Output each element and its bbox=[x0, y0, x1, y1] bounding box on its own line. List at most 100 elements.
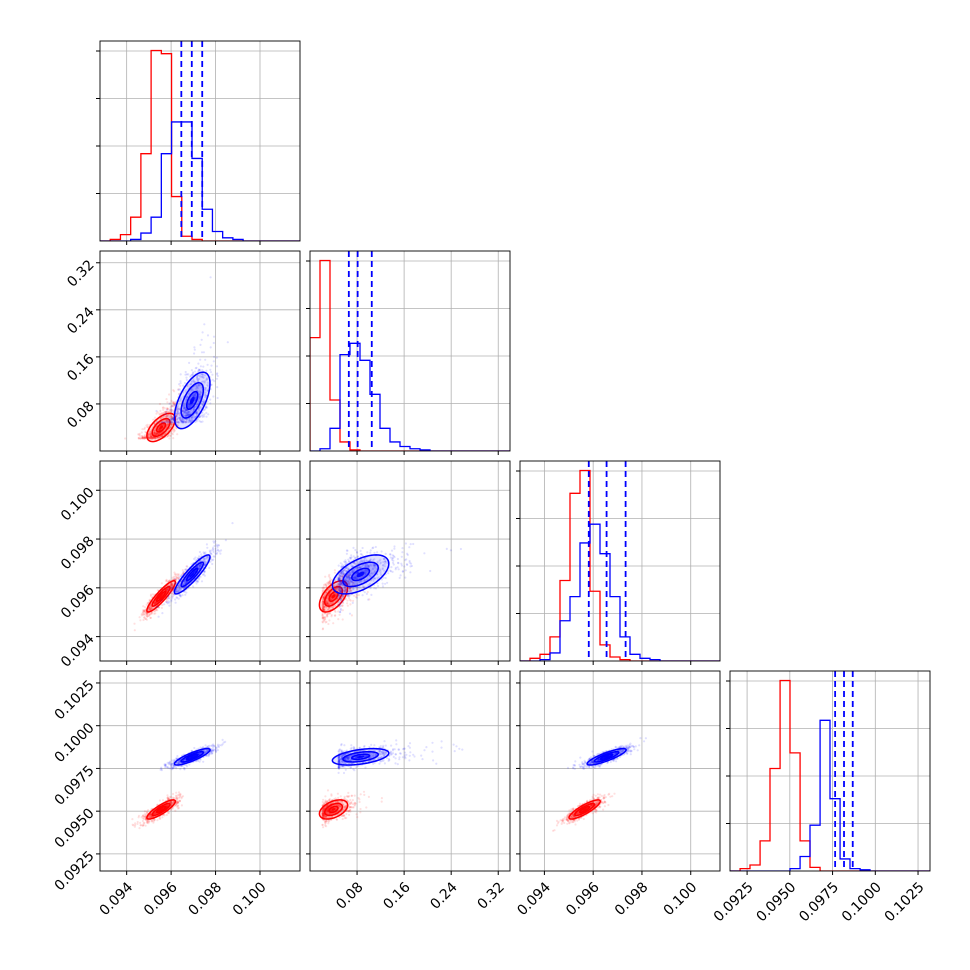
scatter-point bbox=[195, 384, 198, 387]
scatter-point bbox=[322, 605, 325, 608]
scatter-point bbox=[134, 823, 137, 827]
scatter-point bbox=[154, 602, 157, 605]
scatter-point bbox=[339, 573, 342, 576]
scatter-point bbox=[144, 818, 147, 821]
scatter-point bbox=[161, 416, 164, 419]
scatter-point bbox=[204, 406, 207, 409]
scatter-point bbox=[203, 380, 206, 383]
scatter-point bbox=[195, 420, 198, 423]
scatter-point bbox=[171, 585, 174, 588]
scatter-point bbox=[160, 417, 163, 420]
scatter-point bbox=[168, 408, 172, 411]
scatter-point bbox=[194, 387, 197, 390]
scatter-point bbox=[196, 403, 199, 406]
scatter-point bbox=[381, 585, 385, 588]
scatter-point bbox=[383, 569, 386, 572]
scatter-point bbox=[194, 380, 197, 383]
scatter-point bbox=[198, 398, 201, 401]
scatter-point bbox=[343, 568, 346, 571]
scatter-point bbox=[139, 434, 142, 437]
scatter-point bbox=[177, 573, 180, 576]
scatter-point bbox=[163, 421, 167, 424]
scatter-point bbox=[180, 573, 183, 576]
scatter-point bbox=[145, 612, 148, 615]
scatter-point bbox=[393, 547, 396, 550]
scatter-point bbox=[202, 398, 205, 401]
scatter-point bbox=[210, 383, 213, 386]
scatter-point bbox=[212, 549, 215, 552]
scatter-point bbox=[327, 607, 331, 610]
scatter-point bbox=[346, 576, 349, 579]
scatter-point bbox=[198, 410, 201, 413]
scatter-point bbox=[179, 587, 182, 590]
scatter-point bbox=[172, 437, 175, 440]
scatter-point bbox=[197, 368, 200, 371]
scatter-point bbox=[175, 588, 178, 591]
scatter-point bbox=[172, 400, 175, 404]
scatter-point bbox=[190, 369, 193, 372]
scatter-point bbox=[324, 616, 327, 619]
scatter-point bbox=[322, 583, 326, 587]
scatter-point bbox=[339, 580, 342, 583]
scatter-point bbox=[148, 434, 151, 437]
scatter-point bbox=[169, 801, 172, 804]
scatter-point bbox=[373, 587, 376, 590]
scatter-point bbox=[165, 600, 168, 604]
scatter-point bbox=[326, 601, 329, 604]
scatter-point bbox=[171, 597, 174, 600]
scatter-point bbox=[155, 409, 158, 413]
scatter-point bbox=[338, 574, 341, 577]
scatter-point bbox=[323, 594, 326, 598]
scatter-point bbox=[168, 418, 172, 421]
scatter-point bbox=[149, 613, 152, 616]
scatter-point bbox=[212, 558, 215, 561]
scatter-point bbox=[171, 416, 174, 419]
scatter-point bbox=[153, 818, 156, 822]
scatter-point bbox=[171, 405, 174, 408]
scatter-point bbox=[359, 549, 362, 553]
scatter-point bbox=[171, 418, 174, 421]
scatter-point bbox=[149, 815, 152, 818]
scatter-point bbox=[327, 580, 330, 584]
scatter-point bbox=[171, 428, 174, 431]
scatter-point bbox=[182, 407, 185, 410]
scatter-point bbox=[396, 566, 399, 569]
scatter-point bbox=[184, 414, 187, 417]
scatter-point bbox=[188, 361, 191, 364]
scatter-point bbox=[322, 608, 325, 611]
scatter-point bbox=[358, 580, 361, 583]
scatter-point bbox=[364, 572, 367, 576]
scatter-point bbox=[158, 432, 161, 435]
scatter-point bbox=[337, 610, 340, 613]
scatter-point bbox=[344, 560, 348, 564]
scatter-point bbox=[142, 817, 145, 821]
scatter-point bbox=[166, 796, 169, 800]
scatter-point bbox=[321, 614, 324, 617]
scatter-point bbox=[360, 570, 363, 573]
scatter-point bbox=[344, 570, 347, 573]
scatter-point bbox=[178, 413, 181, 416]
scatter-point bbox=[182, 410, 185, 413]
scatter-point bbox=[204, 374, 207, 377]
scatter-point bbox=[355, 596, 358, 599]
scatter-point bbox=[194, 399, 197, 402]
scatter-point bbox=[192, 380, 195, 383]
scatter-point bbox=[384, 576, 387, 580]
scatter-point bbox=[175, 590, 178, 593]
hist-2-red-step bbox=[520, 469, 720, 661]
scatter-point bbox=[343, 588, 346, 591]
scatter-point bbox=[373, 570, 377, 573]
scatter-point bbox=[183, 421, 186, 424]
scatter-point bbox=[149, 435, 152, 438]
scatter-point bbox=[165, 414, 168, 417]
scatter-point bbox=[186, 395, 189, 399]
scatter-point bbox=[143, 610, 146, 613]
scatter-point bbox=[338, 588, 342, 591]
scatter-point bbox=[139, 619, 142, 622]
scatter-point bbox=[177, 796, 181, 800]
scatter-point bbox=[205, 557, 208, 560]
scatter-point bbox=[342, 569, 345, 573]
scatter-point bbox=[360, 560, 364, 563]
scatter-point bbox=[198, 377, 201, 381]
scatter-point bbox=[209, 276, 212, 279]
